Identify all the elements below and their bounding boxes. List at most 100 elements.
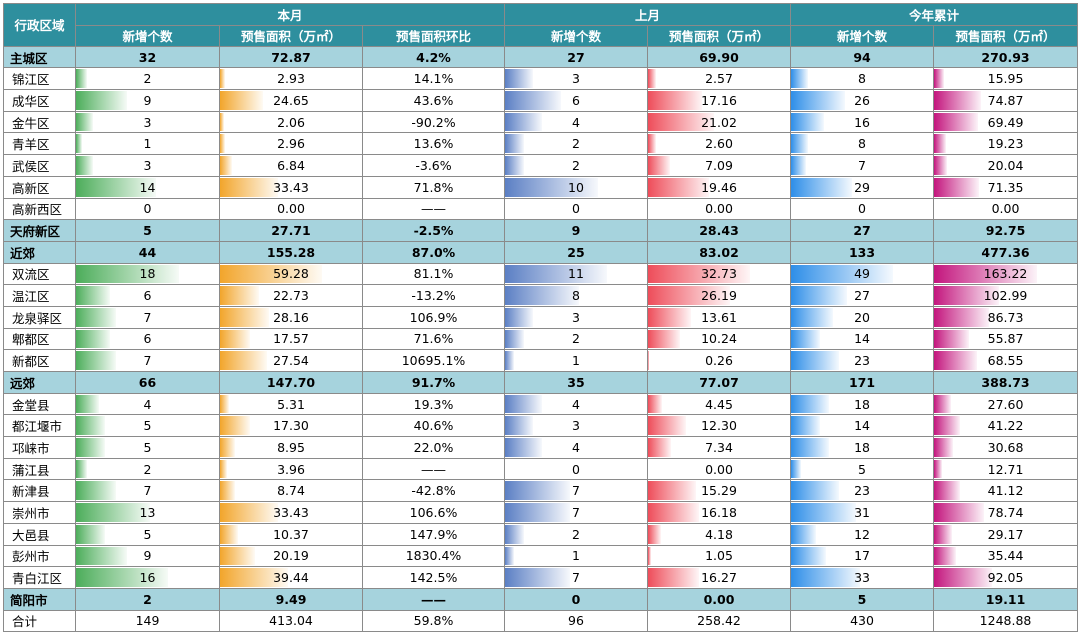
value-cell-with-bar: 16.18 [646, 501, 792, 524]
data-bar [505, 134, 524, 154]
data-bar [76, 546, 128, 566]
cell-value: 26.19 [701, 288, 737, 304]
cell-value: 29.17 [987, 526, 1024, 542]
value-cell-with-bar: 7.09 [646, 154, 792, 177]
data-bar [76, 264, 179, 284]
value-cell-with-bar: 22.73 [219, 284, 363, 307]
cell-value: 10.24 [701, 331, 737, 347]
value-cell-with-bar: 4 [504, 392, 648, 416]
cell-value: 92.75 [933, 219, 1079, 242]
value-cell-with-bar: 8 [790, 132, 935, 156]
group-row: 远郊 66 147.70 91.7% 35 77.07 171 388.73 [3, 371, 1079, 394]
table-row: 青羊区 1 2.96 13.6% 2 2.60 8 19.23 [3, 132, 1079, 156]
region-name: 近郊 [3, 240, 76, 264]
value-cell-with-bar: 3.96 [219, 457, 363, 481]
data-bar [648, 568, 699, 587]
cell-value: 2 [75, 587, 220, 611]
value-cell-with-bar: 15.95 [933, 67, 1079, 91]
cell-value: 19.46 [701, 179, 737, 195]
data-bar [220, 481, 236, 501]
table-row: 温江区 6 22.73 -13.2% 8 26.19 27 102.99 [3, 284, 1079, 307]
region-name: 邛崃市 [3, 436, 76, 459]
data-bar [934, 459, 943, 479]
cell-value: 24.65 [273, 92, 309, 108]
data-bar [76, 69, 88, 89]
cell-value: 29 [854, 179, 870, 195]
value-cell-with-bar: 0 [790, 197, 935, 221]
value-cell-with-bar: 14 [790, 414, 935, 438]
value-cell-with-bar: 10.24 [646, 327, 792, 351]
table-row: 崇州市 13 33.43 106.6% 7 16.18 31 78.74 [3, 501, 1079, 524]
cell-value: -90.2% [362, 110, 505, 134]
value-cell-with-bar: 0 [504, 197, 648, 221]
cell-value: 33 [854, 570, 870, 586]
region-name: 成华区 [3, 89, 76, 112]
cell-value: 258.42 [646, 609, 792, 633]
value-cell-with-bar: 71.35 [933, 175, 1079, 199]
cell-value: 3 [572, 418, 580, 434]
cell-value: 2.60 [705, 136, 733, 152]
cell-value: 23 [854, 353, 870, 369]
cell-value: 55.87 [987, 331, 1024, 347]
region-name: 金堂县 [3, 392, 76, 416]
cell-value: 7 [143, 353, 152, 369]
data-bar [934, 177, 980, 197]
value-cell-with-bar: 7 [75, 349, 220, 372]
header-ytd: 今年累计 [790, 3, 1079, 26]
data-bar [505, 503, 571, 522]
data-bar [648, 416, 687, 436]
value-cell-with-bar: 10 [504, 175, 648, 199]
region-name: 大邑县 [3, 522, 76, 546]
cell-value: 2 [143, 71, 152, 87]
cell-value: 94 [790, 45, 935, 69]
cell-value: 49 [854, 266, 870, 282]
cell-value: 33.43 [273, 504, 309, 520]
data-bar [648, 112, 714, 132]
header-col: 预售面积（万㎡） [646, 24, 792, 47]
data-bar [220, 546, 255, 566]
value-cell-with-bar: 27.54 [219, 349, 363, 372]
table-row: 青白江区 16 39.44 142.5% 7 16.27 33 92.05 [3, 566, 1079, 589]
data-bar [76, 394, 99, 414]
cell-value: 44 [75, 240, 220, 264]
data-bar [791, 307, 833, 327]
data-bar [791, 481, 839, 501]
value-cell-with-bar: 0.26 [646, 349, 792, 372]
data-bar [648, 503, 699, 522]
data-bar [76, 329, 111, 349]
cell-value: 66 [75, 371, 220, 394]
cell-value: -3.6% [362, 154, 505, 177]
cell-value: 6 [572, 92, 580, 108]
cell-value: 102.99 [983, 288, 1028, 304]
value-cell-with-bar: 33.43 [219, 501, 363, 524]
region-name: 郫都区 [3, 327, 76, 351]
data-bar [505, 177, 598, 197]
cell-value: 59.8% [362, 609, 505, 633]
cell-value: 9.49 [219, 587, 363, 611]
region-name: 青羊区 [3, 132, 76, 156]
value-cell-with-bar: 8.74 [219, 479, 363, 503]
cell-value: 14 [854, 418, 870, 434]
data-bar [76, 416, 105, 436]
value-cell-with-bar: 2 [75, 457, 220, 481]
region-name: 温江区 [3, 284, 76, 307]
cell-value: 0 [572, 461, 580, 477]
header-col: 新增个数 [75, 24, 220, 47]
cell-value: 3.96 [277, 461, 305, 477]
cell-value: 142.5% [362, 566, 505, 589]
cell-value: 33.43 [273, 179, 309, 195]
data-bar [791, 503, 856, 522]
cell-value: 12.71 [987, 461, 1024, 477]
value-cell-with-bar: 11 [504, 262, 648, 286]
data-bar [220, 286, 260, 305]
cell-value: 69.49 [987, 114, 1024, 130]
cell-value: 27 [504, 45, 648, 69]
cell-value: 10695.1% [362, 349, 505, 372]
table-row: 郫都区 6 17.57 71.6% 2 10.24 14 55.87 [3, 327, 1079, 351]
table-row: 大邑县 5 10.37 147.9% 2 4.18 12 29.17 [3, 522, 1079, 546]
value-cell-with-bar: 4 [75, 392, 220, 416]
cell-value: 11 [568, 266, 584, 282]
data-bar [220, 416, 250, 436]
data-bar [220, 568, 289, 587]
value-cell-with-bar: 6 [504, 89, 648, 112]
